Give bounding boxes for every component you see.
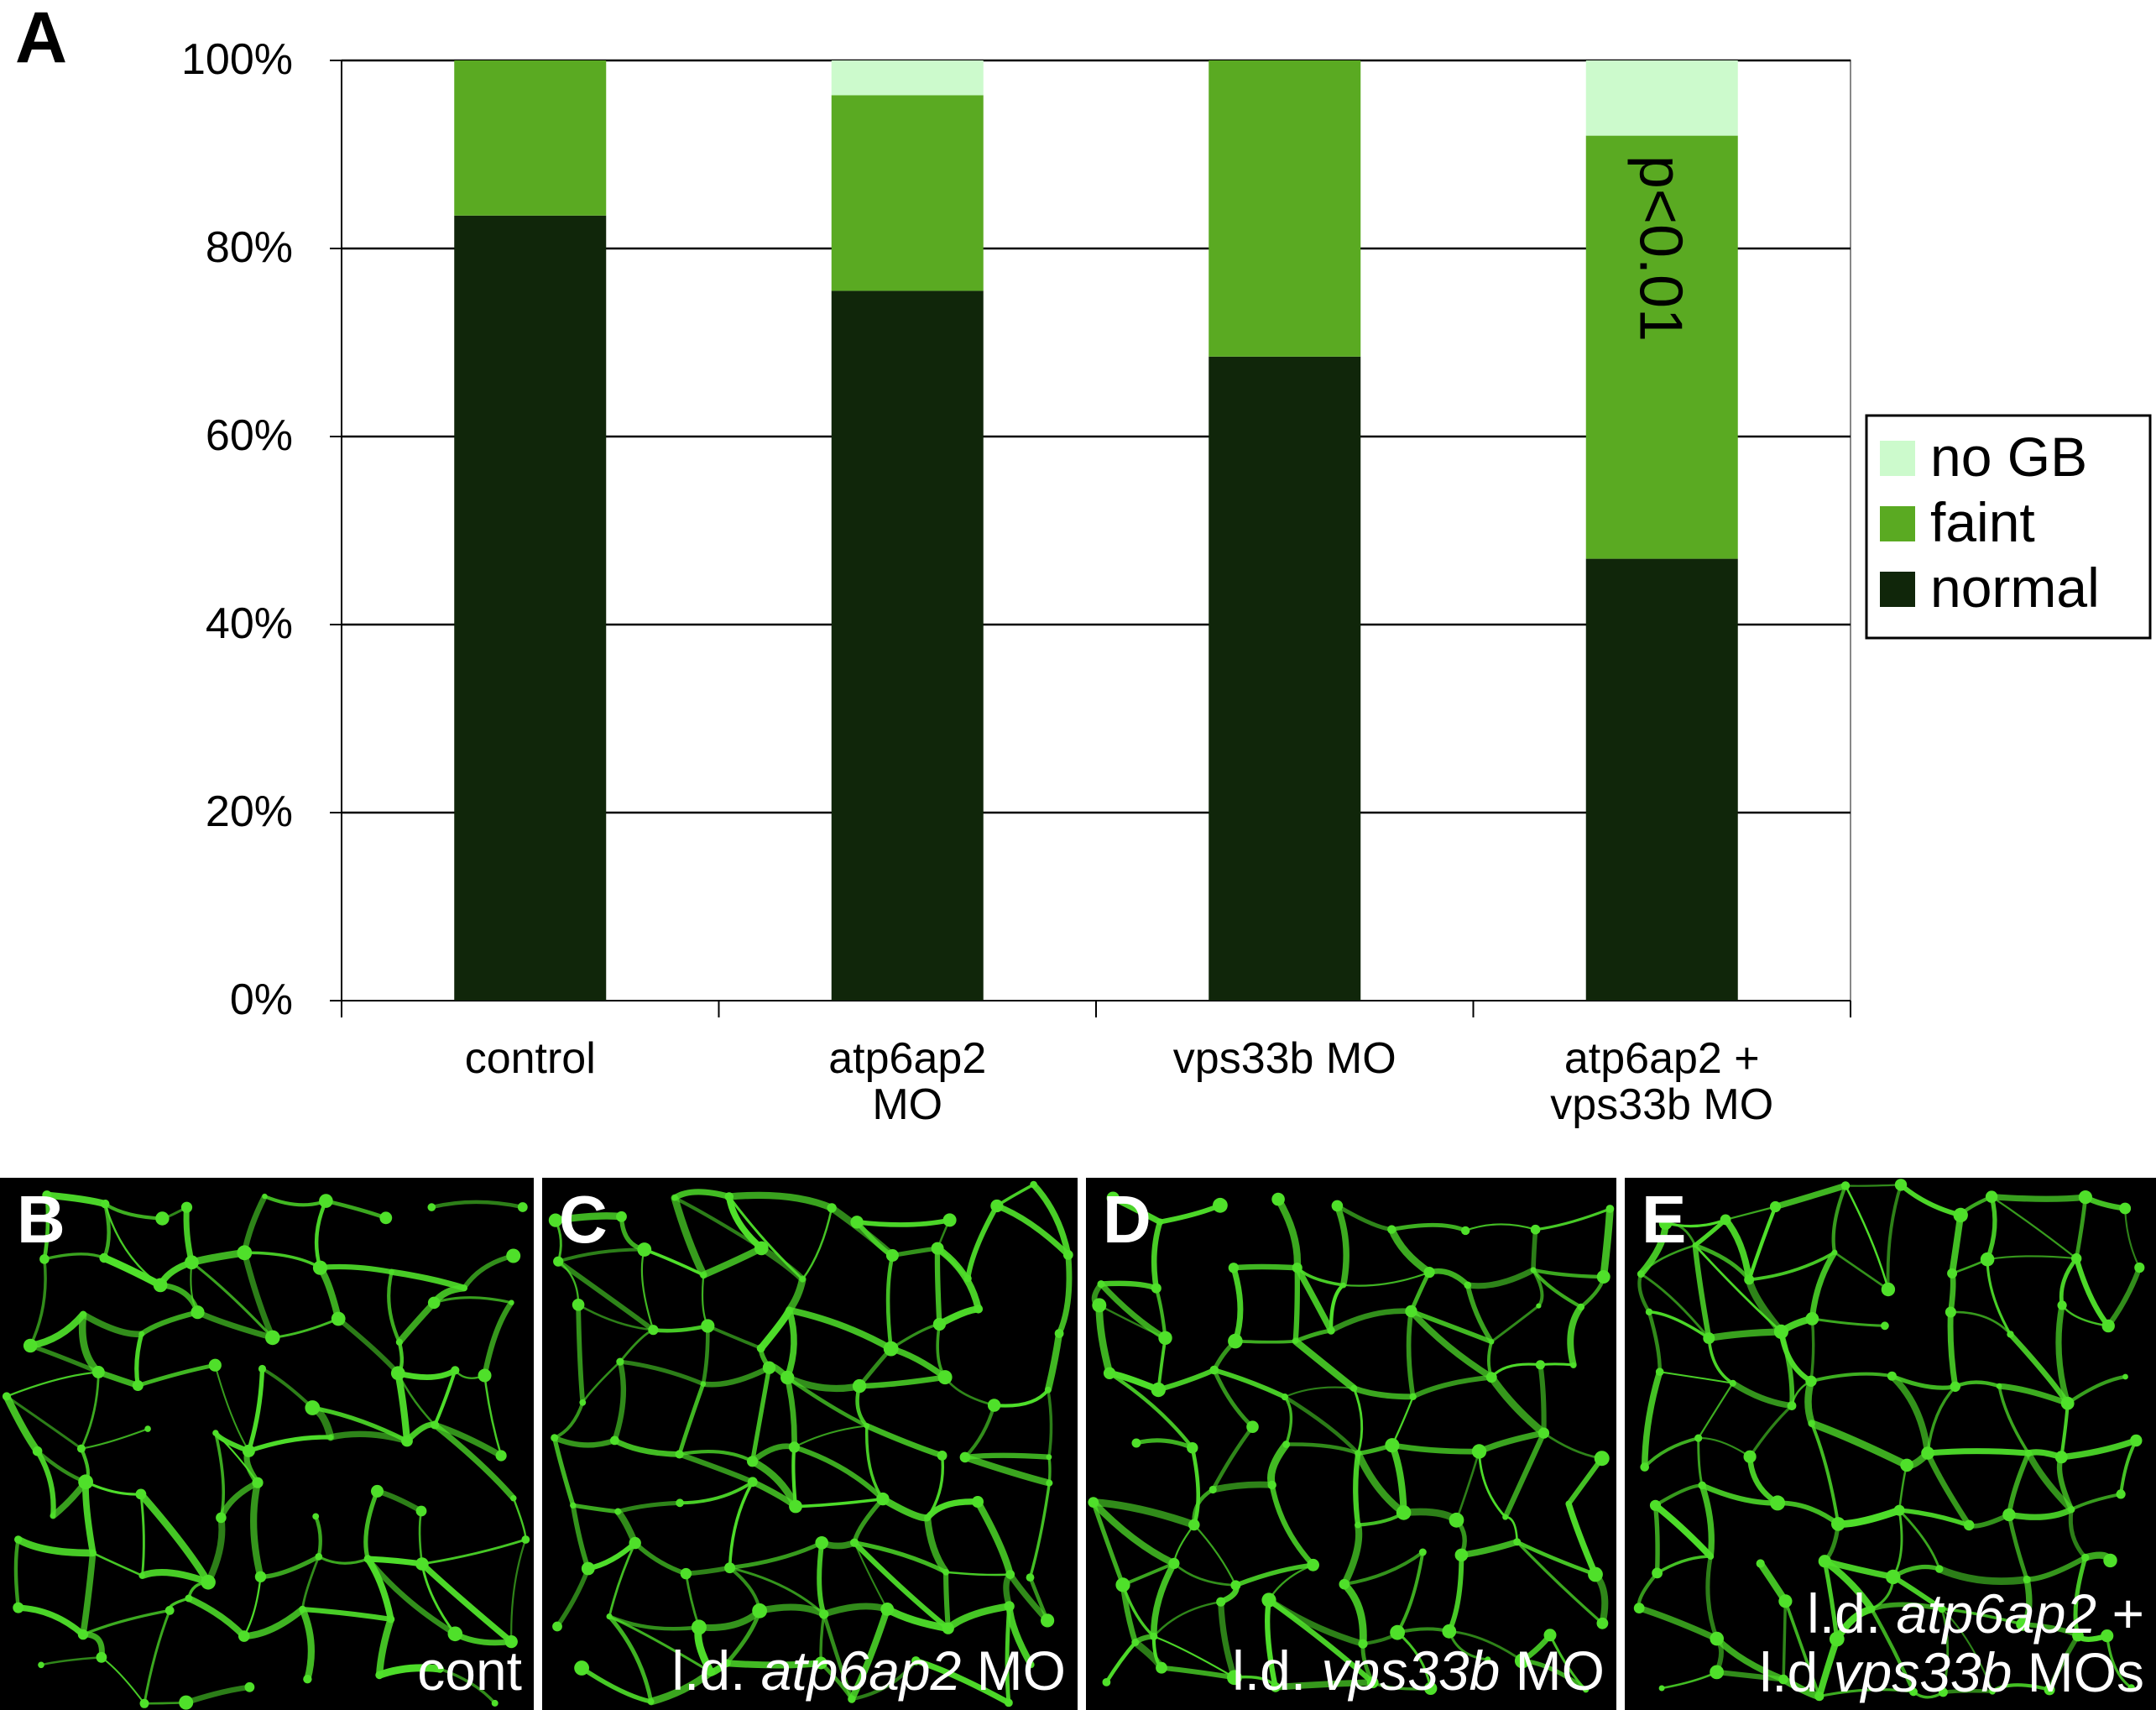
legend-swatch (1880, 506, 1915, 541)
caption-segment: vps33b (1833, 1640, 2012, 1703)
panel-caption-e: l.d. atp6ap2 + l.d vps33b MOs (1759, 1585, 2144, 1702)
panel-caption-b: cont (417, 1639, 522, 1702)
caption-segment: l.d. (671, 1639, 761, 1702)
panel-caption-c: l.d. atp6ap2 MO (671, 1639, 1066, 1702)
y-tick-label: 0% (230, 975, 293, 1024)
micrograph-panel-c: C l.d. atp6ap2 MO (542, 1178, 1078, 1710)
caption-segment: + (2096, 1582, 2144, 1645)
y-tick-label: 40% (206, 599, 293, 648)
significance-annotation: p<0.01 (1626, 155, 1694, 342)
x-category-label: MO (872, 1080, 942, 1129)
x-category-label: atp6ap2 + (1564, 1034, 1760, 1083)
legend-label: faint (1930, 491, 2035, 553)
panel-caption-d: l.d. vps33b MO (1232, 1639, 1605, 1702)
panel-a-letter: A (15, 0, 68, 78)
legend-swatch (1880, 572, 1915, 607)
caption-segment: l.d. (1232, 1639, 1322, 1702)
panel-letter-c: C (559, 1182, 608, 1257)
x-category-label: atp6ap2 (828, 1034, 986, 1083)
x-category-label: vps33b MO (1173, 1034, 1396, 1083)
bar-segment-no-gb (831, 60, 984, 96)
micrograph-panel-b: B cont (0, 1178, 534, 1710)
caption-line: cont (417, 1639, 522, 1702)
caption-line: l.d vps33b MOs (1759, 1640, 2144, 1703)
caption-line: l.d. atp6ap2 MO (671, 1639, 1066, 1702)
legend-label: normal (1930, 557, 2100, 619)
caption-segment: vps33b (1321, 1639, 1501, 1702)
micrograph-panel-e: E l.d. atp6ap2 + l.d vps33b MOs (1625, 1178, 2156, 1710)
caption-line: l.d. vps33b MO (1232, 1639, 1605, 1702)
legend-label: no GB (1930, 426, 2087, 488)
caption-segment: MO (1500, 1639, 1605, 1702)
bar-segment-normal (1585, 558, 1738, 1001)
y-tick-label: 100% (181, 35, 293, 84)
caption-segment: MOs (2012, 1640, 2144, 1703)
bar-segment-faint (831, 95, 984, 291)
caption-segment: atp6ap2 (1896, 1582, 2097, 1645)
caption-segment: MO (961, 1639, 1066, 1702)
bar-segment-faint (454, 60, 607, 216)
bar-segment-normal (1209, 356, 1361, 1001)
y-tick-label: 20% (206, 787, 293, 836)
bar-segment-normal (831, 290, 984, 1001)
vessel-network-image (548, 1180, 1073, 1707)
panel-letter-e: E (1642, 1182, 1687, 1257)
caption-segment: l.d (1759, 1640, 1834, 1703)
panel-letter-d: D (1103, 1182, 1151, 1257)
bar-segment-faint (1209, 60, 1361, 357)
caption-line: l.d. atp6ap2 + (1759, 1585, 2144, 1643)
vessel-network-image (1088, 1191, 1615, 1695)
x-category-label: control (465, 1034, 596, 1083)
vessel-network-image (2, 1190, 530, 1710)
legend-swatch (1880, 441, 1915, 476)
caption-segment: cont (417, 1639, 522, 1702)
y-tick-label: 80% (206, 223, 293, 272)
bar-segment-faint (1585, 135, 1738, 559)
caption-segment: atp6ap2 (760, 1639, 962, 1702)
caption-segment: l.d. (1807, 1582, 1897, 1645)
bar-segment-normal (454, 215, 607, 1001)
panel-letter-b: B (17, 1182, 65, 1257)
vessel-network-image (1633, 1179, 2145, 1702)
x-category-label: vps33b MO (1550, 1080, 1773, 1129)
bar-segment-no-gb (1585, 60, 1738, 136)
micrograph-panel-d: D l.d. vps33b MO (1086, 1178, 1616, 1710)
y-tick-label: 60% (206, 411, 293, 460)
